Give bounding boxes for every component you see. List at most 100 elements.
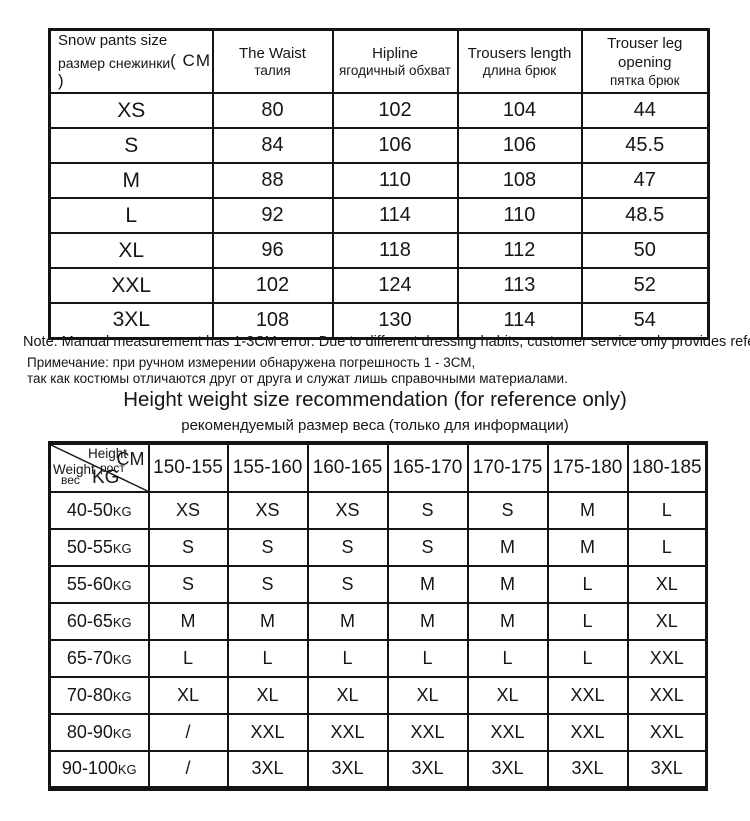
waist-value: 88: [211, 162, 334, 200]
measurement-header-row: Snow pants size размер снежинки( CM ) Th…: [48, 28, 710, 95]
header-snow-pants-size: Snow pants size размер снежинки( CM ): [48, 28, 214, 95]
height-column-header: 155-160: [226, 442, 309, 493]
table-row: S 84 106 106 45.5: [48, 127, 710, 165]
header-label-ru: длина брюк: [482, 63, 557, 79]
table-row: L 92 114 110 48.5: [48, 197, 710, 235]
table-row: 55-60KG S S S M M L XL: [48, 565, 708, 604]
length-value: 104: [456, 92, 583, 130]
weight-range-label: 70-80KG: [48, 676, 150, 715]
height-column-header: 165-170: [386, 442, 469, 493]
recommended-size: XL: [626, 565, 708, 604]
waist-value: 102: [211, 267, 334, 305]
header-label-ru: пятка брюк: [609, 72, 680, 88]
recommended-size: XXL: [226, 713, 309, 752]
recommended-size: XXL: [546, 676, 629, 715]
hipline-value: 106: [331, 127, 459, 165]
hipline-value: 130: [331, 302, 459, 340]
recommended-size: /: [147, 713, 229, 752]
recommended-size: 3XL: [546, 750, 629, 789]
recommended-size: L: [147, 639, 229, 678]
weight-range: 40-50: [66, 500, 113, 520]
note-line-en: Note: Manual measurement has 1-3CM error…: [23, 334, 750, 350]
recommended-size: L: [386, 639, 469, 678]
leg-opening-value: 54: [580, 302, 710, 340]
recommended-size: S: [466, 491, 549, 530]
weight-range-label: 65-70KG: [48, 639, 150, 678]
recommended-size: L: [226, 639, 309, 678]
weight-range: 50-55: [66, 537, 113, 557]
recommended-size: S: [226, 565, 309, 604]
recommended-size: M: [466, 602, 549, 641]
table-row: 40-50KG XS XS XS S S M L: [48, 491, 708, 530]
measurement-note: Note: Manual measurement has 1-3CM error…: [23, 334, 750, 386]
corner-height-label-ru: рост: [100, 461, 125, 475]
header-label-en: The Waist: [239, 44, 306, 62]
recommended-size: XS: [306, 491, 389, 530]
header-label-en: Hipline: [372, 44, 418, 62]
table-row: XXL 102 124 113 52: [48, 267, 710, 305]
weight-unit: KG: [112, 689, 132, 704]
table-row: 3XL 108 130 114 54: [48, 302, 710, 340]
waist-value: 80: [211, 92, 334, 130]
weight-unit: KG: [117, 762, 137, 778]
size-label: XL: [48, 232, 214, 270]
length-value: 112: [456, 232, 583, 270]
recommended-size: M: [386, 602, 469, 641]
weight-range: 55-60: [66, 574, 113, 594]
recommended-size: XXL: [546, 713, 629, 752]
recommended-size: XL: [147, 676, 229, 715]
recommended-size: S: [386, 491, 469, 530]
size-label: XS: [48, 92, 214, 130]
hipline-value: 118: [331, 232, 459, 270]
recommended-size: S: [306, 565, 389, 604]
header-waist: The Waist талия: [211, 28, 334, 95]
table-row: XS 80 102 104 44: [48, 92, 710, 130]
height-column-header: 160-165: [306, 442, 389, 493]
corner-weight-label: Weight: [53, 462, 95, 477]
recommended-size: XXL: [306, 713, 389, 752]
waist-value: 108: [211, 302, 334, 340]
recommended-size: S: [226, 528, 309, 567]
weight-unit: KG: [112, 726, 132, 741]
recommended-size: XL: [226, 676, 309, 715]
hipline-value: 114: [331, 197, 459, 235]
diagonal-divider-line: [51, 445, 148, 491]
header-label-ru: талия: [254, 63, 291, 79]
recommended-size: M: [147, 602, 229, 641]
recommended-size: S: [386, 528, 469, 567]
height-weight-corner-header: Height рост CM Weight вес KG: [48, 442, 150, 493]
recommended-size: XXL: [386, 713, 469, 752]
weight-range: 65-70: [66, 648, 113, 668]
recommendation-header-row: Height рост CM Weight вес KG 150-155 155…: [48, 442, 708, 493]
recommended-size: M: [386, 565, 469, 604]
recommended-size: XL: [306, 676, 389, 715]
recommended-size: L: [546, 565, 629, 604]
recommended-size: XS: [147, 491, 229, 530]
recommended-size: 3XL: [626, 750, 708, 789]
recommended-size: L: [466, 639, 549, 678]
recommended-size: M: [226, 602, 309, 641]
recommended-size: 3XL: [466, 750, 549, 789]
recommended-size: L: [626, 528, 708, 567]
table-row: M 88 110 108 47: [48, 162, 710, 200]
recommendation-subtitle: рекомендуемый размер веса (только для ин…: [181, 417, 569, 434]
waist-value: 84: [211, 127, 334, 165]
header-label-ru-text: размер снежинки: [58, 54, 171, 71]
header-trousers-length: Trousers length длина брюк: [456, 28, 583, 95]
table-row: 70-80KG XL XL XL XL XL XXL XXL: [48, 676, 708, 715]
recommended-size: L: [626, 491, 708, 530]
note-line-ru-1: Примечание: при ручном измерении обнаруж…: [27, 355, 476, 371]
weight-unit: KG: [112, 504, 132, 519]
height-column-header: 170-175: [466, 442, 549, 493]
recommended-size: M: [306, 602, 389, 641]
table-row: 90-100KG / 3XL 3XL 3XL 3XL 3XL 3XL: [48, 750, 708, 789]
leg-opening-value: 48.5: [580, 197, 710, 235]
weight-range-label: 50-55KG: [48, 528, 150, 567]
corner-height-label: Height: [88, 446, 128, 461]
recommended-size: S: [147, 528, 229, 567]
header-label-en: Trouser leg opening: [607, 34, 683, 72]
leg-opening-value: 45.5: [580, 127, 710, 165]
table-row: XL 96 118 112 50: [48, 232, 710, 270]
recommended-size: 3XL: [306, 750, 389, 789]
